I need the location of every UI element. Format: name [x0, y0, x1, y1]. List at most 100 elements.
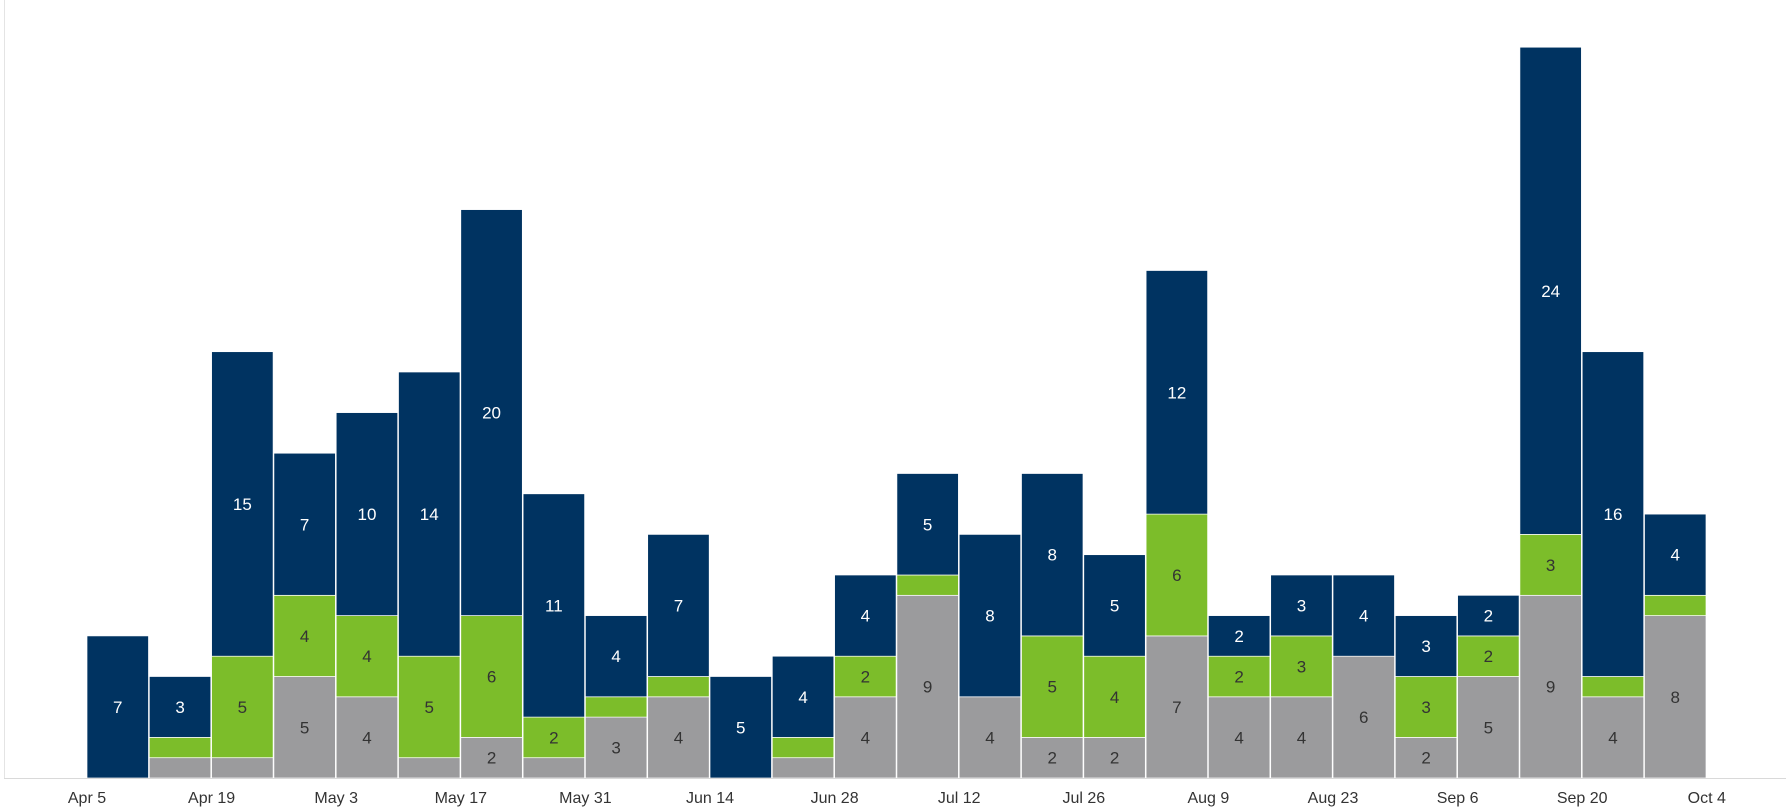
bar-segment [1581, 351, 1645, 677]
data-label: 3 [1421, 698, 1430, 717]
data-label: 4 [1234, 728, 1243, 747]
data-label: 4 [611, 647, 620, 666]
bar-segment [211, 757, 274, 779]
data-label: 4 [362, 647, 371, 666]
bar-segment [1581, 676, 1645, 698]
x-tick-label: Aug 9 [1187, 790, 1229, 807]
data-label: 4 [1359, 607, 1368, 626]
bar-segment [1083, 554, 1146, 657]
bar-segment [958, 696, 1022, 779]
bar-segment [460, 615, 523, 738]
bar-segment [522, 716, 585, 759]
bar-segment [1519, 594, 1582, 779]
bar-segment [1208, 615, 1271, 657]
bar-segment [1332, 655, 1395, 779]
bar-segment [1270, 696, 1333, 779]
data-label: 3 [1297, 596, 1306, 615]
data-label: 2 [549, 728, 558, 747]
bar-segment [1457, 676, 1520, 779]
bar-segment [1021, 635, 1084, 738]
data-label: 5 [425, 698, 434, 717]
data-label: 5 [923, 515, 932, 534]
bar-segment [585, 615, 648, 698]
data-label: 2 [1048, 749, 1057, 768]
x-tick-label: Apr 19 [188, 790, 235, 807]
data-label: 3 [175, 698, 184, 717]
bar-segment [1083, 655, 1146, 738]
bar-segment [896, 473, 959, 576]
data-label: 14 [420, 505, 439, 524]
bar-segment [585, 696, 648, 718]
data-label: 9 [1546, 678, 1555, 697]
bar-segment [148, 757, 212, 779]
data-label: 6 [1172, 566, 1181, 585]
data-label: 3 [611, 739, 620, 758]
bar-segment [148, 737, 212, 759]
data-label: 7 [113, 698, 122, 717]
data-label: 3 [1546, 556, 1555, 575]
bar-segment [273, 594, 336, 677]
data-label: 8 [1671, 688, 1680, 707]
data-label: 4 [798, 688, 807, 707]
x-tick-label: Oct 4 [1688, 790, 1726, 807]
data-label: 4 [861, 607, 870, 626]
bar-segment [771, 737, 835, 759]
bar-segment [1270, 635, 1333, 698]
bar-segment [647, 534, 710, 677]
bar-segment [647, 676, 710, 698]
data-label: 5 [1048, 678, 1057, 697]
bar-segment [1394, 615, 1458, 677]
x-tick-label: May 17 [435, 790, 488, 807]
x-tick-label: Sep 6 [1437, 790, 1479, 807]
x-tick-label: Aug 23 [1308, 790, 1359, 807]
bar-segment [522, 757, 585, 779]
bar-segment [335, 412, 399, 616]
bar-segment [211, 351, 274, 657]
data-label: 12 [1167, 383, 1186, 402]
bar-segment [335, 615, 399, 698]
bar-segment [585, 716, 648, 779]
data-label: 6 [487, 668, 496, 687]
bar-segment [896, 594, 959, 779]
bar-segment [1394, 737, 1458, 779]
bar-segment [1145, 270, 1208, 515]
x-tick-label: Jul 26 [1062, 790, 1105, 807]
bar-segment [398, 655, 461, 759]
data-label: 3 [1297, 657, 1306, 676]
data-label: 5 [736, 718, 745, 737]
x-tick-label: May 31 [559, 790, 612, 807]
data-label: 11 [545, 596, 563, 615]
data-label: 20 [482, 404, 501, 423]
data-label: 2 [487, 749, 496, 768]
bar-segment [1332, 574, 1395, 657]
bar-segment [834, 574, 897, 657]
bar-segment [771, 757, 835, 779]
data-label: 2 [1484, 647, 1493, 666]
bar-segment [398, 371, 461, 657]
data-label: 8 [1048, 546, 1057, 565]
data-label: 16 [1603, 505, 1622, 524]
data-label: 24 [1541, 282, 1560, 301]
bar-segment [1208, 655, 1271, 698]
bar-segment [1644, 594, 1707, 616]
data-label: 2 [861, 668, 870, 687]
bar-segment [1394, 676, 1458, 738]
data-label: 4 [1671, 546, 1680, 565]
bar-segment [834, 696, 897, 779]
bars-group [86, 46, 1707, 779]
data-label: 5 [1110, 596, 1119, 615]
x-tick-label: May 3 [314, 790, 358, 807]
data-label: 5 [300, 718, 309, 737]
segment-labels-group: 7 3 51554744105142620211344754424954825824… [113, 282, 1680, 768]
bar-segment [1145, 635, 1208, 779]
x-axis-ticks-group: Apr 5 Apr 19 May 3 May 17 May 31 Jun 14 Jun 28… [68, 790, 1726, 807]
x-tick-label: Apr 5 [68, 790, 106, 807]
x-tick-label: Jun 14 [686, 790, 734, 807]
bar-segment [273, 676, 336, 779]
data-label: 7 [300, 515, 309, 534]
x-tick-label: Jun 28 [811, 790, 859, 807]
data-label: 6 [1359, 708, 1368, 727]
data-label: 4 [1608, 728, 1617, 747]
data-label: 4 [674, 728, 683, 747]
data-label: 4 [362, 728, 371, 747]
